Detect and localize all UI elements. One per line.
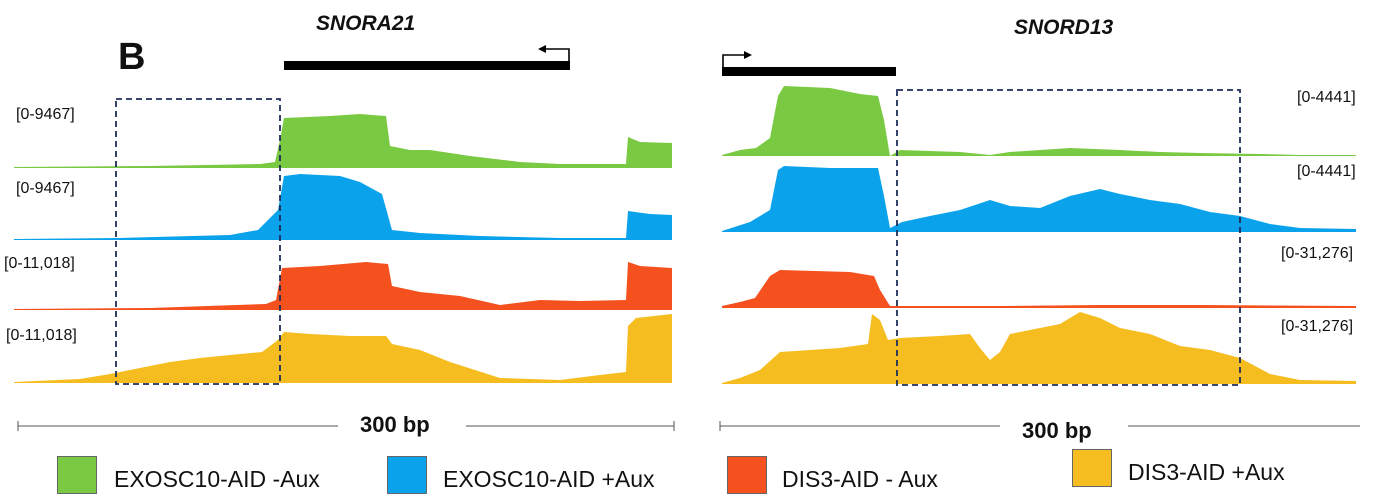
range-left-1: [0-9467] bbox=[16, 106, 75, 123]
range-right-4: [0-31,276] bbox=[1281, 318, 1354, 335]
legend-label-dis3-minus: DIS3-AID - Aux bbox=[782, 466, 938, 492]
legend-swatch-exosc10-minus bbox=[57, 456, 97, 494]
track-right-exosc10-plus bbox=[722, 166, 1356, 232]
range-right-3: [0-31,276] bbox=[1281, 245, 1354, 262]
legend-label-exosc10-minus: EXOSC10-AID -Aux bbox=[114, 466, 320, 492]
track-left-dis3-plus bbox=[14, 314, 672, 383]
scale-bars bbox=[17, 421, 1360, 431]
track-left-dis3-minus bbox=[14, 262, 672, 310]
scale-label-left: 300 bp bbox=[360, 412, 430, 437]
strand-arrowhead-snora21 bbox=[538, 45, 546, 53]
track-left-exosc10-plus bbox=[14, 174, 672, 240]
highlight-box-right bbox=[896, 89, 1241, 386]
legend-swatch-dis3-minus bbox=[727, 456, 767, 494]
gene-label-snora21: SNORA21 bbox=[316, 12, 416, 35]
strand-arrow-snora21 bbox=[546, 48, 570, 61]
scale-label-right: 300 bp bbox=[1022, 418, 1092, 443]
range-right-1: [0-4441] bbox=[1297, 89, 1356, 106]
gene-label-snord13: SNORD13 bbox=[1014, 16, 1114, 39]
track-left-exosc10-minus bbox=[14, 114, 672, 168]
legend-swatch-dis3-plus bbox=[1072, 449, 1112, 487]
coverage-tracks bbox=[14, 86, 1356, 384]
track-right-dis3-plus bbox=[722, 312, 1356, 384]
strand-arrow-snord13 bbox=[722, 54, 744, 67]
range-left-3: [0-11,018] bbox=[4, 255, 75, 272]
legend-swatch-exosc10-plus bbox=[387, 456, 427, 494]
gene-body-snord13 bbox=[722, 67, 896, 76]
highlight-box-left bbox=[115, 98, 281, 385]
range-right-2: [0-4441] bbox=[1297, 163, 1356, 180]
range-left-4: [0-11,018] bbox=[6, 327, 77, 344]
range-left-2: [0-9467] bbox=[16, 180, 75, 197]
track-right-exosc10-minus bbox=[722, 86, 1356, 156]
highlight-boxes bbox=[115, 89, 1241, 386]
gene-body-snora21 bbox=[284, 61, 570, 70]
legend-label-exosc10-plus: EXOSC10-AID +Aux bbox=[443, 466, 655, 492]
strand-arrowhead-snord13 bbox=[744, 51, 752, 59]
panel-label: B bbox=[118, 36, 146, 78]
gene-models bbox=[284, 45, 896, 76]
legend-label-dis3-plus: DIS3-AID +Aux bbox=[1128, 459, 1285, 485]
track-right-dis3-minus bbox=[722, 270, 1356, 308]
